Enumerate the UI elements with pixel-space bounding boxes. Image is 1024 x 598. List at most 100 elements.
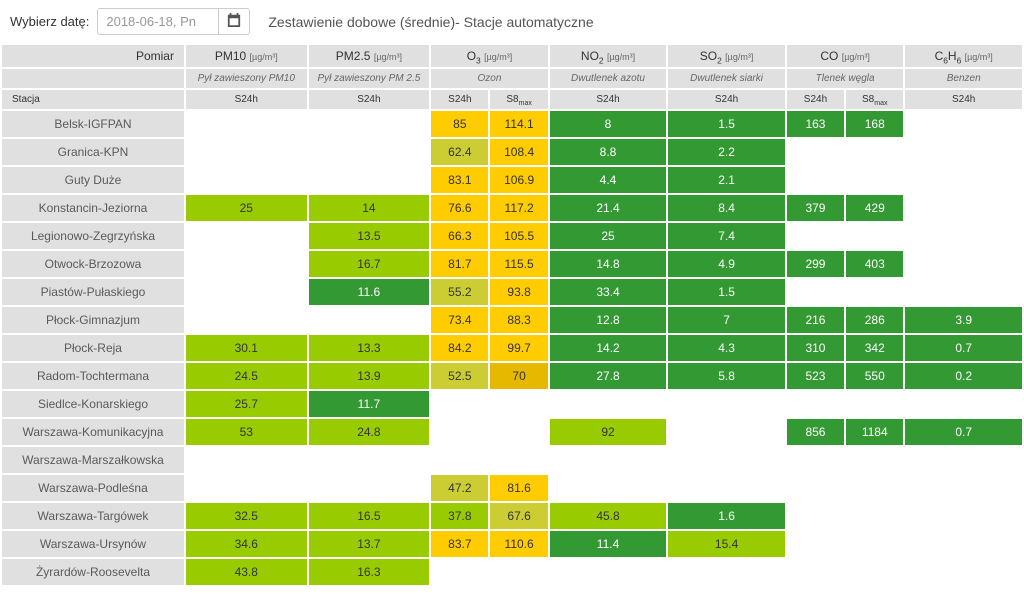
value-cell: 14.8 — [549, 250, 668, 278]
station-cell: Belsk-IGFPAN — [1, 110, 185, 138]
value-cell — [904, 502, 1023, 530]
station-cell: Płock-Gimnazjum — [1, 306, 185, 334]
value-cell — [430, 390, 489, 418]
value-cell — [308, 446, 431, 474]
value-cell — [489, 390, 548, 418]
table-row: Płock-Reja30.113.384.299.714.24.33103420… — [1, 334, 1023, 362]
value-cell: 85 — [430, 110, 489, 138]
value-cell — [904, 278, 1023, 306]
table-row: Legionowo-Zegrzyńska13.566.3105.5257.4 — [1, 222, 1023, 250]
value-cell — [786, 530, 845, 558]
desc-c6h6: Benzen — [904, 68, 1023, 89]
desc-pm10: Pył zawieszony PM10 — [185, 68, 308, 89]
value-cell — [786, 166, 845, 194]
value-cell — [549, 558, 668, 586]
value-cell: 7 — [667, 306, 786, 334]
col-o3: O3 [µg/m³] — [430, 44, 549, 68]
table-row: Warszawa-Targówek32.516.537.867.645.81.6 — [1, 502, 1023, 530]
value-cell — [549, 446, 668, 474]
col-no2: NO2 [µg/m³] — [549, 44, 668, 68]
value-cell: 13.7 — [308, 530, 431, 558]
value-cell — [845, 474, 904, 502]
value-cell: 3.9 — [904, 306, 1023, 334]
table-row: Guty Duże83.1106.94.42.1 — [1, 166, 1023, 194]
date-input[interactable] — [98, 9, 218, 34]
header-pomiar: Pomiar — [1, 44, 185, 68]
value-cell: 33.4 — [549, 278, 668, 306]
value-cell — [667, 390, 786, 418]
value-cell: 16.7 — [308, 250, 431, 278]
col-co: CO [µg/m³] — [786, 44, 905, 68]
sub-cob: S8max — [845, 89, 904, 110]
value-cell: 83.1 — [430, 166, 489, 194]
value-cell — [904, 194, 1023, 222]
value-cell — [904, 530, 1023, 558]
value-cell — [430, 558, 489, 586]
page-title: Zestawienie dobowe (średnie)- Stacje aut… — [268, 14, 593, 30]
value-cell: 1.6 — [667, 502, 786, 530]
value-cell — [308, 474, 431, 502]
value-cell: 429 — [845, 194, 904, 222]
value-cell — [904, 110, 1023, 138]
value-cell: 27.8 — [549, 362, 668, 390]
value-cell: 30.1 — [185, 334, 308, 362]
calendar-icon[interactable] — [218, 9, 249, 34]
value-cell: 14 — [308, 194, 431, 222]
value-cell: 25 — [185, 194, 308, 222]
value-cell — [845, 390, 904, 418]
value-cell: 108.4 — [489, 138, 548, 166]
station-cell: Guty Duże — [1, 166, 185, 194]
value-cell: 76.6 — [430, 194, 489, 222]
desc-co: Tlenek węgla — [786, 68, 905, 89]
value-cell — [845, 446, 904, 474]
value-cell: 286 — [845, 306, 904, 334]
value-cell — [549, 390, 668, 418]
value-cell — [904, 474, 1023, 502]
station-cell: Granica-KPN — [1, 138, 185, 166]
value-cell: 2.1 — [667, 166, 786, 194]
value-cell — [845, 222, 904, 250]
station-cell: Warszawa-Marszałkowska — [1, 446, 185, 474]
value-cell: 216 — [786, 306, 845, 334]
table-row: Warszawa-Marszałkowska — [1, 446, 1023, 474]
value-cell: 342 — [845, 334, 904, 362]
station-cell: Płock-Reja — [1, 334, 185, 362]
desc-so2: Dwutlenek siarki — [667, 68, 786, 89]
value-cell — [786, 390, 845, 418]
value-cell — [904, 222, 1023, 250]
value-cell — [185, 166, 308, 194]
value-cell: 13.5 — [308, 222, 431, 250]
value-cell: 0.7 — [904, 418, 1023, 446]
value-cell: 92 — [549, 418, 668, 446]
col-pm25: PM2.5 [µg/m³] — [308, 44, 431, 68]
value-cell — [845, 558, 904, 586]
value-cell: 12.8 — [549, 306, 668, 334]
value-cell: 52.5 — [430, 362, 489, 390]
table-row: Granica-KPN62.4108.48.82.2 — [1, 138, 1023, 166]
value-cell: 14.2 — [549, 334, 668, 362]
value-cell — [489, 558, 548, 586]
table-row: Siedlce-Konarskiego25.711.7 — [1, 390, 1023, 418]
station-cell: Otwock-Brzozowa — [1, 250, 185, 278]
value-cell: 15.4 — [667, 530, 786, 558]
value-cell: 81.7 — [430, 250, 489, 278]
value-cell: 8.8 — [549, 138, 668, 166]
value-cell — [786, 502, 845, 530]
desc-o3: Ozon — [430, 68, 549, 89]
value-cell: 856 — [786, 418, 845, 446]
value-cell — [667, 418, 786, 446]
station-cell: Warszawa-Ursynów — [1, 530, 185, 558]
value-cell — [845, 138, 904, 166]
value-cell: 24.8 — [308, 418, 431, 446]
value-cell — [185, 278, 308, 306]
value-cell: 1.5 — [667, 278, 786, 306]
sub-coa: S24h — [786, 89, 845, 110]
value-cell: 81.6 — [489, 474, 548, 502]
value-cell — [185, 306, 308, 334]
date-picker[interactable] — [97, 8, 250, 35]
value-cell: 114.1 — [489, 110, 548, 138]
desc-pm25: Pył zawieszony PM 2.5 — [308, 68, 431, 89]
value-cell: 8 — [549, 110, 668, 138]
value-cell — [430, 446, 489, 474]
value-cell — [786, 222, 845, 250]
